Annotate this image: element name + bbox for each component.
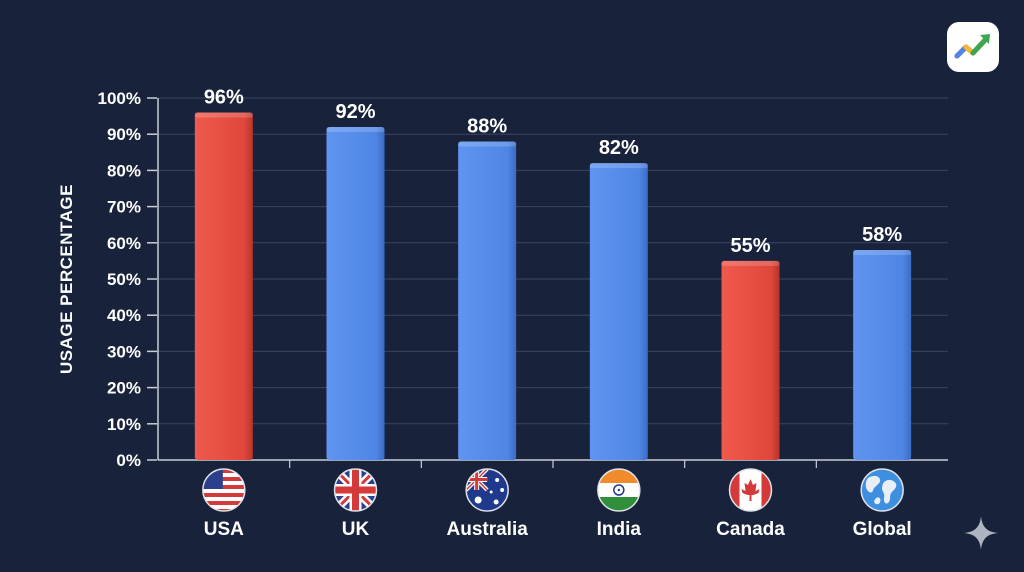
value-label: 96% [204,86,244,108]
value-label: 88% [467,115,507,137]
us-flag-icon [202,468,246,512]
bar-highlight [194,112,253,118]
bar-india [589,163,648,460]
y-axis-ticks: 0% 10% 20% 30% 40% 50% 60% 70% 80% 90% 100% [98,89,157,470]
bar-usa [194,112,253,460]
bar-highlight [326,126,385,132]
category-label: UK [342,519,370,540]
category-label: USA [204,519,244,540]
category-label: India [597,519,642,540]
canada-flag-icon [728,468,773,512]
y-tick-label: 20% [107,379,141,398]
category-label: Global [853,519,912,540]
y-axis-title: USAGE PERCENTAGE [57,184,76,374]
y-tick-label: 90% [107,125,141,144]
bar-highlight [458,141,517,147]
y-tick-label: 30% [107,342,141,361]
australia-flag-icon [465,468,509,512]
bar-global [853,250,912,460]
y-tick-label: 40% [107,306,141,325]
y-tick-label: 10% [107,415,141,434]
value-label: 82% [599,137,639,159]
globe-icon [860,468,904,512]
y-tick-label: 0% [116,451,141,470]
bar-highlight [853,250,912,256]
gridlines [157,97,948,468]
uk-flag-icon [333,468,378,512]
value-label: 58% [862,224,902,246]
value-label: 92% [335,101,375,123]
bar-highlight [589,163,648,169]
bar-uk [326,126,385,461]
y-tick-label: 80% [107,161,141,180]
y-tick-label: 50% [107,270,141,289]
bar-canada [721,260,780,460]
value-labels: 96% 92% 88% 82% 55% 58% [204,86,903,256]
bar-australia [458,141,517,460]
category-label: Canada [716,519,785,540]
sparkle-icon [962,514,1000,552]
category-labels: USA UK Australia India Canada Global [204,519,912,540]
y-tick-label: 70% [107,198,141,217]
y-tick-label: 60% [107,234,141,253]
y-tick-label: 100% [98,89,141,108]
bars [194,112,912,461]
india-flag-icon [597,468,641,512]
bar-highlight [721,260,780,266]
value-label: 55% [730,235,770,257]
trend-arrow-logo-icon [947,22,999,72]
category-label: Australia [447,519,529,540]
